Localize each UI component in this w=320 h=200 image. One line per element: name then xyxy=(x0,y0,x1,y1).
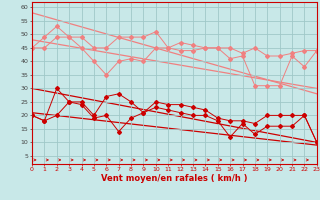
X-axis label: Vent moyen/en rafales ( km/h ): Vent moyen/en rafales ( km/h ) xyxy=(101,174,248,183)
